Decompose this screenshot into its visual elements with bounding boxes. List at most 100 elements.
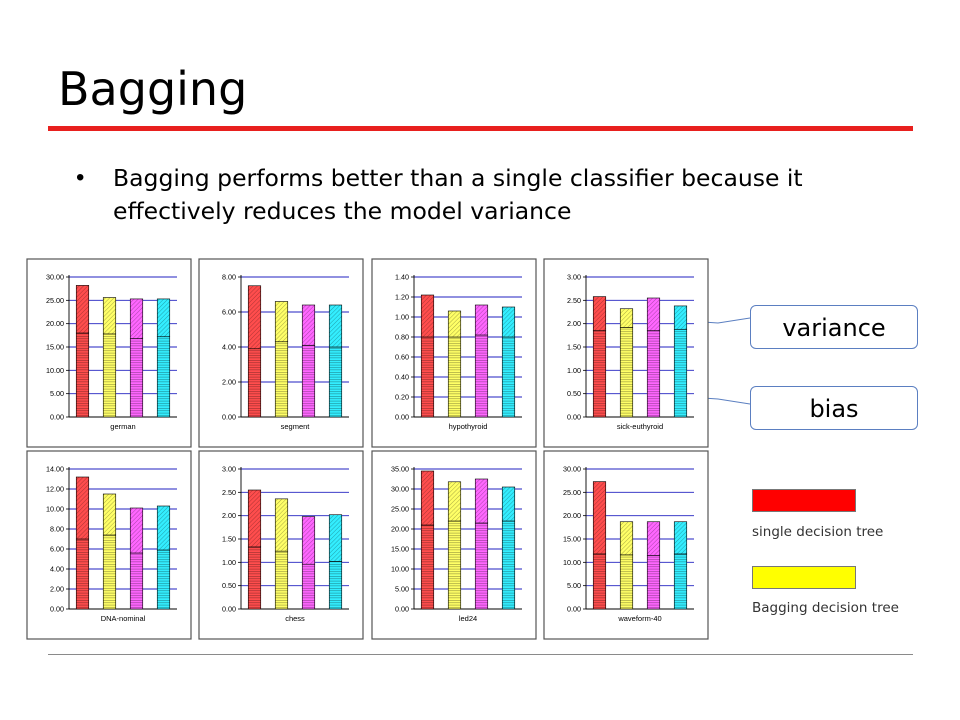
y-tick-label: 25.00 <box>391 505 409 514</box>
bar-variance-hatch <box>275 301 288 342</box>
y-tick-label: 3.00 <box>222 465 236 474</box>
x-axis-label: segment <box>281 422 311 431</box>
bar-bias-hatch <box>329 347 342 417</box>
y-tick-label: 0.00 <box>395 413 409 422</box>
bar-variance-hatch <box>502 307 515 337</box>
y-tick-label: 0.00 <box>567 605 581 614</box>
bullet-text: Bagging performs better than a single cl… <box>113 164 803 225</box>
y-tick-label: 12.00 <box>46 485 64 494</box>
bar-variance-hatch <box>329 305 342 347</box>
y-tick-label: 25.00 <box>46 296 64 305</box>
bar-variance-hatch <box>302 516 315 565</box>
x-axis-label: waveform-40 <box>617 614 661 623</box>
bar-variance-hatch <box>103 494 116 535</box>
y-tick-label: 10.00 <box>46 366 64 375</box>
bar-variance-hatch <box>475 479 488 523</box>
bar-variance-hatch <box>421 471 434 525</box>
y-tick-label: 14.00 <box>46 465 64 474</box>
bar-variance-hatch <box>421 295 434 337</box>
y-tick-label: 0.00 <box>222 413 236 422</box>
x-axis-label: sick-euthyroid <box>617 422 663 431</box>
bar-variance-hatch <box>302 305 315 346</box>
bar-variance-hatch <box>103 297 116 334</box>
bar-bias-hatch <box>674 329 687 417</box>
y-tick-label: 1.00 <box>222 558 236 567</box>
y-tick-label: 15.00 <box>563 535 581 544</box>
x-axis-label: led24 <box>459 614 477 623</box>
y-tick-label: 10.00 <box>46 505 64 514</box>
y-tick-label: 30.00 <box>391 485 409 494</box>
chart-panel: 0.00 2.00 4.00 6.00 8.00 10.00 12.00 14.00 DNA-n… <box>26 450 192 640</box>
title-divider <box>48 126 913 131</box>
y-tick-label: 35.00 <box>391 465 409 474</box>
bar-variance-hatch <box>674 521 687 554</box>
bar-variance-hatch <box>130 508 143 553</box>
bar-bias-hatch <box>76 539 89 609</box>
bar-bias-hatch <box>475 523 488 609</box>
chart-panel: 0.00 5.00 10.00 15.00 20.00 25.00 30.00 35.00 le… <box>371 450 537 640</box>
y-tick-label: 2.00 <box>222 378 236 387</box>
bar-bias-hatch <box>502 521 515 609</box>
bar-bias-hatch <box>302 345 315 417</box>
y-tick-label: 6.00 <box>50 545 64 554</box>
bar-bias-hatch <box>130 338 143 417</box>
bar-variance-hatch <box>647 298 660 331</box>
bar-variance-hatch <box>475 305 488 335</box>
bar-bias-hatch <box>421 525 434 609</box>
y-tick-label: 2.50 <box>222 488 236 497</box>
y-tick-label: 30.00 <box>563 465 581 474</box>
y-tick-label: 1.40 <box>395 273 409 282</box>
bar-variance-hatch <box>157 298 170 337</box>
bar-bias-hatch <box>448 337 461 417</box>
bar-bias-hatch <box>275 551 288 609</box>
bar-variance-hatch <box>248 285 261 349</box>
bar-bias-hatch <box>329 561 342 609</box>
bar-variance-hatch <box>502 487 515 521</box>
y-tick-label: 0.00 <box>567 413 581 422</box>
y-tick-label: 6.00 <box>222 308 236 317</box>
bar-variance-hatch <box>647 521 660 556</box>
bar-bias-hatch <box>502 337 515 417</box>
bar-bias-hatch <box>157 336 170 417</box>
bar-variance-hatch <box>248 490 261 547</box>
bar-variance-hatch <box>275 498 288 552</box>
bar-variance-hatch <box>130 298 143 339</box>
y-tick-label: 0.50 <box>567 389 581 398</box>
y-tick-label: 5.00 <box>567 581 581 590</box>
y-tick-label: 10.00 <box>563 558 581 567</box>
bar-variance-hatch <box>593 296 606 331</box>
bar-bias-hatch <box>130 553 143 609</box>
bar-variance-hatch <box>448 481 461 521</box>
bar-variance-hatch <box>76 285 89 333</box>
y-tick-label: 2.00 <box>50 585 64 594</box>
y-tick-label: 5.00 <box>395 585 409 594</box>
x-axis-label: chess <box>285 614 305 623</box>
chart-panel: 0.00 5.00 10.00 15.00 20.00 25.00 30.00 wavefor… <box>543 450 709 640</box>
y-tick-label: 1.00 <box>395 313 409 322</box>
bar-variance-hatch <box>329 514 342 562</box>
bar-variance-hatch <box>620 308 633 328</box>
chart-panel: 0.00 0.50 1.00 1.50 2.00 2.50 3.00 sick-euthyro… <box>543 258 709 448</box>
y-tick-label: 10.00 <box>391 565 409 574</box>
bar-bias-hatch <box>157 550 170 609</box>
y-tick-label: 3.00 <box>567 273 581 282</box>
y-tick-label: 0.40 <box>395 373 409 382</box>
x-axis-label: hypothyroid <box>449 422 488 431</box>
y-tick-label: 0.00 <box>222 605 236 614</box>
bar-variance-hatch <box>674 305 687 330</box>
y-tick-label: 25.00 <box>563 488 581 497</box>
y-tick-label: 0.50 <box>222 581 236 590</box>
bar-bias-hatch <box>302 564 315 609</box>
chart-panel: 0.00 5.00 10.00 15.00 20.00 25.00 30.00 german <box>26 258 192 448</box>
y-tick-label: 0.00 <box>50 413 64 422</box>
footer-divider <box>48 654 913 655</box>
x-axis-label: german <box>110 422 135 431</box>
bar-bias-hatch <box>248 546 261 609</box>
y-tick-label: 1.50 <box>567 343 581 352</box>
y-tick-label: 15.00 <box>46 343 64 352</box>
y-tick-label: 0.60 <box>395 353 409 362</box>
y-tick-label: 0.20 <box>395 393 409 402</box>
y-tick-label: 15.00 <box>391 545 409 554</box>
y-tick-label: 8.00 <box>222 273 236 282</box>
bar-bias-hatch <box>448 521 461 609</box>
